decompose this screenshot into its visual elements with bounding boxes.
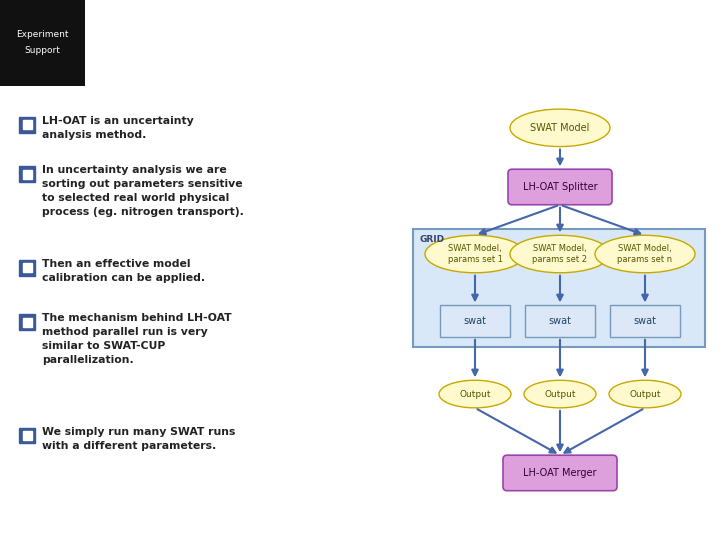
Text: LH-OAT SENSITIVITY ANALYSIS: LH-OAT SENSITIVITY ANALYSIS bbox=[212, 16, 568, 36]
Text: SWAT Model: SWAT Model bbox=[531, 123, 590, 133]
Text: swat: swat bbox=[464, 316, 487, 326]
FancyBboxPatch shape bbox=[503, 455, 617, 491]
Text: Output: Output bbox=[544, 389, 576, 399]
Text: CERN: CERN bbox=[638, 23, 675, 36]
Text: Then an effective model
calibration can be applied.: Then an effective model calibration can … bbox=[42, 259, 205, 283]
Text: swat: swat bbox=[549, 316, 572, 326]
Text: We simply run many SWAT runs
with a different parameters.: We simply run many SWAT runs with a diff… bbox=[42, 427, 235, 450]
Text: Output: Output bbox=[459, 389, 491, 399]
Text: SWAT Model,
params set 2: SWAT Model, params set 2 bbox=[533, 244, 588, 264]
Text: LH-OAT Merger: LH-OAT Merger bbox=[523, 468, 597, 478]
FancyBboxPatch shape bbox=[22, 170, 32, 179]
Text: Output: Output bbox=[629, 389, 661, 399]
FancyBboxPatch shape bbox=[19, 117, 35, 133]
Text: swat: swat bbox=[634, 316, 657, 326]
Ellipse shape bbox=[510, 235, 610, 273]
FancyBboxPatch shape bbox=[19, 166, 35, 182]
Text: LH-OAT is an uncertainty
analysis method.: LH-OAT is an uncertainty analysis method… bbox=[42, 116, 194, 140]
FancyBboxPatch shape bbox=[22, 264, 32, 272]
Text: In uncertainty analysis we are
sorting out parameters sensitive
to selected real: In uncertainty analysis we are sorting o… bbox=[42, 165, 244, 217]
Text: Department: Department bbox=[624, 46, 683, 56]
Bar bbox=[0, 0, 85, 86]
Ellipse shape bbox=[439, 380, 511, 408]
Ellipse shape bbox=[7, 3, 77, 83]
Text: The mechanism behind LH-OAT
method parallel run is very
similar to SWAT-CUP
para: The mechanism behind LH-OAT method paral… bbox=[42, 313, 232, 365]
Text: IT: IT bbox=[672, 20, 690, 38]
FancyBboxPatch shape bbox=[413, 230, 705, 347]
FancyBboxPatch shape bbox=[610, 305, 680, 337]
Text: ALGHORITM PARALLELIZATION: ALGHORITM PARALLELIZATION bbox=[212, 51, 569, 71]
FancyBboxPatch shape bbox=[19, 260, 35, 276]
FancyBboxPatch shape bbox=[22, 318, 32, 327]
Text: Experiment: Experiment bbox=[16, 30, 68, 39]
FancyBboxPatch shape bbox=[19, 314, 35, 330]
Text: SWAT Model,
params set 1: SWAT Model, params set 1 bbox=[448, 244, 503, 264]
Ellipse shape bbox=[524, 380, 596, 408]
Text: Support: Support bbox=[24, 46, 60, 55]
Text: SWAT Model,
params set n: SWAT Model, params set n bbox=[618, 244, 672, 264]
FancyBboxPatch shape bbox=[22, 120, 32, 129]
Ellipse shape bbox=[595, 235, 695, 273]
Text: GRID: GRID bbox=[419, 235, 444, 244]
Ellipse shape bbox=[510, 109, 610, 146]
FancyBboxPatch shape bbox=[508, 169, 612, 205]
FancyBboxPatch shape bbox=[525, 305, 595, 337]
FancyBboxPatch shape bbox=[19, 428, 35, 443]
Text: LH-OAT Splitter: LH-OAT Splitter bbox=[523, 182, 598, 192]
Ellipse shape bbox=[609, 380, 681, 408]
FancyBboxPatch shape bbox=[22, 431, 32, 440]
Ellipse shape bbox=[425, 235, 525, 273]
FancyBboxPatch shape bbox=[440, 305, 510, 337]
